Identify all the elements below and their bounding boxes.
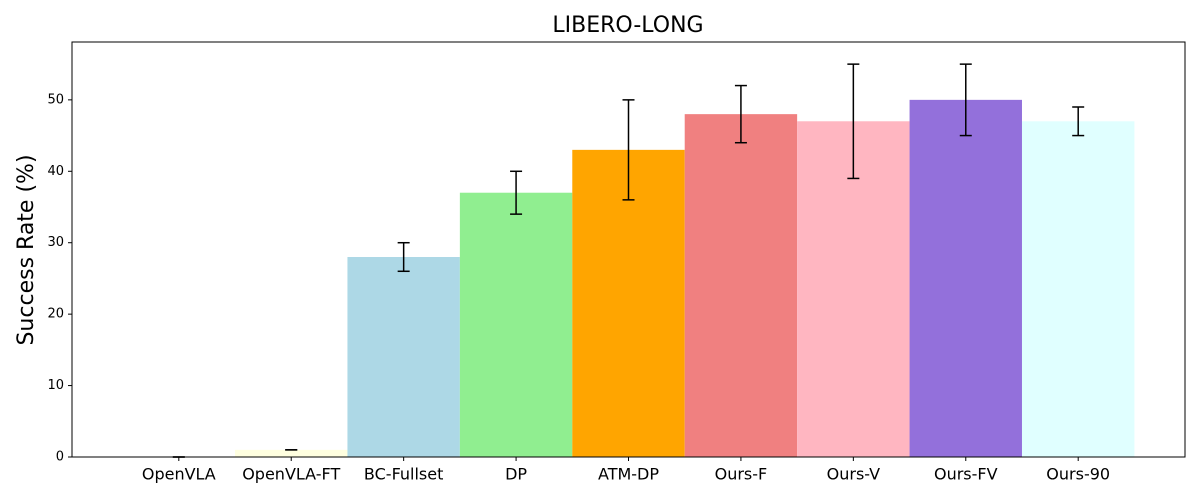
x-tick-label: OpenVLA-FT (242, 465, 340, 484)
x-tick-label: Ours-FV (934, 465, 998, 484)
error-bar (397, 241, 410, 273)
error-bar (1072, 106, 1085, 137)
bar (459, 192, 573, 457)
y-tick-label: 40 (47, 164, 64, 179)
x-tick-label: ATM-DP (598, 465, 659, 484)
bar (572, 149, 685, 457)
error-bar (734, 84, 747, 144)
chart-title: LIBERO-LONG (552, 13, 703, 38)
y-tick-label: 20 (47, 307, 64, 322)
x-tick-label: BC-Fullset (364, 465, 443, 484)
error-bar (510, 170, 523, 215)
y-axis-label: Success Rate (%) (14, 154, 39, 345)
error-bar (959, 63, 972, 137)
x-tick-label: DP (505, 465, 527, 484)
y-tick-label: 0 (56, 450, 64, 465)
bar (909, 99, 1022, 457)
bar (347, 257, 460, 457)
y-tick-label: 50 (47, 92, 64, 107)
bar (1021, 121, 1135, 458)
x-tick-label: OpenVLA (142, 465, 216, 484)
error-bar (847, 63, 860, 180)
y-tick-label: 30 (47, 235, 64, 250)
error-bar (622, 99, 635, 201)
plot-frame (71, 41, 1186, 458)
x-tick-label: Ours-V (827, 465, 880, 484)
x-tick-label: Ours-F (715, 465, 768, 484)
bar (684, 114, 798, 458)
y-tick-label: 10 (47, 378, 64, 393)
bar (235, 449, 348, 457)
x-tick-label: Ours-90 (1046, 465, 1110, 484)
